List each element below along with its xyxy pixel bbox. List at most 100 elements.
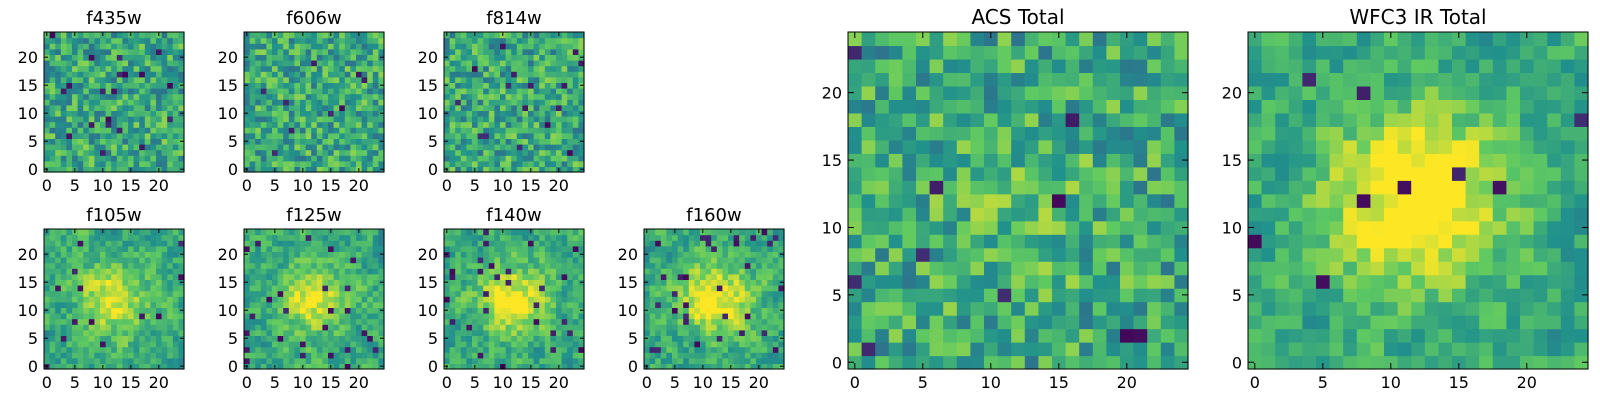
heatmap-cell [161, 301, 168, 308]
heatmap-cell [1147, 355, 1162, 370]
heatmap-cell [49, 240, 56, 247]
heatmap-cell [522, 285, 529, 292]
heatmap-cell [133, 43, 140, 50]
heatmap-cell [161, 160, 168, 167]
heatmap-cell [466, 149, 473, 156]
heatmap-cell [367, 257, 374, 264]
heatmap-cell [744, 273, 751, 280]
heatmap-cell [161, 166, 168, 173]
heatmap-cell [694, 273, 701, 280]
heatmap-cell [956, 220, 971, 235]
heatmap-cell [260, 166, 267, 173]
heatmap-cell [156, 329, 163, 336]
heatmap-cell [1133, 274, 1148, 289]
heatmap-cell [88, 285, 95, 292]
heatmap-cell [178, 245, 185, 252]
heatmap-cell [578, 88, 585, 95]
heatmap-cell [161, 307, 168, 314]
heatmap-cell [72, 65, 79, 72]
heatmap-cell [83, 313, 90, 320]
heatmap-cell [116, 229, 123, 236]
heatmap-cell [733, 301, 740, 308]
heatmap-cell [444, 60, 451, 67]
heatmap-cell [455, 245, 462, 252]
heatmap-cell [544, 76, 551, 83]
heatmap-cell [122, 88, 129, 95]
heatmap-cell [60, 88, 67, 95]
heatmap-cell [1079, 328, 1094, 343]
heatmap-cell [561, 155, 568, 162]
heatmap-cell [578, 273, 585, 280]
heatmap-cell [294, 313, 301, 320]
heatmap-cell [477, 357, 484, 364]
heatmap-cell [128, 279, 135, 286]
heatmap-cell [943, 261, 958, 276]
heatmap-cell [550, 357, 557, 364]
heatmap-cell [522, 37, 529, 44]
x-tick-label: 5 [470, 373, 480, 392]
heatmap-cell [488, 307, 495, 314]
heatmap-cell [929, 166, 944, 181]
heatmap-cell [483, 268, 490, 275]
heatmap-cell [472, 285, 479, 292]
heatmap-cell [1092, 328, 1107, 343]
heatmap-cell [567, 149, 574, 156]
heatmap-cell [728, 262, 735, 269]
heatmap-cell [122, 346, 129, 353]
heatmap-cell [139, 149, 146, 156]
heatmap-cell [328, 240, 335, 247]
heatmap-cell [44, 121, 51, 128]
heatmap-cell [572, 357, 579, 364]
heatmap-cell [316, 285, 323, 292]
heatmap-cell [449, 93, 456, 100]
heatmap-cell [105, 245, 112, 252]
heatmap-cell [288, 273, 295, 280]
heatmap-cell [156, 127, 163, 134]
heatmap-cell [572, 104, 579, 111]
heatmap-cell [848, 207, 863, 222]
heatmap-cell [156, 116, 163, 123]
heatmap-cell [44, 149, 51, 156]
heatmap-cell [649, 301, 656, 308]
heatmap-cell [861, 234, 876, 249]
heatmap-cell [100, 104, 107, 111]
heatmap-cell [572, 324, 579, 331]
heatmap-cell [260, 60, 267, 67]
heatmap-cell [150, 268, 157, 275]
heatmap-cell [139, 76, 146, 83]
heatmap-cell [294, 240, 301, 247]
heatmap-cell [572, 43, 579, 50]
heatmap-cell [288, 268, 295, 275]
heatmap-cell [561, 32, 568, 39]
heatmap-cell [344, 48, 351, 55]
x-tick-label: 15 [321, 176, 341, 195]
heatmap-cell [88, 240, 95, 247]
heatmap-cell [929, 234, 944, 249]
heatmap-cell [249, 71, 256, 78]
heatmap-cell [133, 82, 140, 89]
heatmap-cell [94, 229, 101, 236]
heatmap-cell [455, 127, 462, 134]
heatmap-cell [178, 273, 185, 280]
heatmap-cell [761, 268, 768, 275]
heatmap-cell [472, 54, 479, 61]
x-tick-label: 0 [442, 373, 452, 392]
heatmap-cell [488, 341, 495, 348]
heatmap-cell [305, 121, 312, 128]
heatmap-cell [556, 357, 563, 364]
heatmap-cell [150, 65, 157, 72]
heatmap-cell [49, 285, 56, 292]
heatmap-cell [572, 352, 579, 359]
heatmap-cell [128, 127, 135, 134]
heatmap-cell [984, 261, 999, 276]
heatmap-cell [561, 160, 568, 167]
heatmap-cell [444, 116, 451, 123]
heatmap-cell [544, 290, 551, 297]
heatmap-cell [683, 285, 690, 292]
heatmap-cell [167, 166, 174, 173]
heatmap-cell [477, 110, 484, 117]
axes-frame [243, 31, 385, 173]
heatmap-cell [55, 88, 62, 95]
heatmap-cell [772, 357, 779, 364]
heatmap-cell [528, 127, 535, 134]
